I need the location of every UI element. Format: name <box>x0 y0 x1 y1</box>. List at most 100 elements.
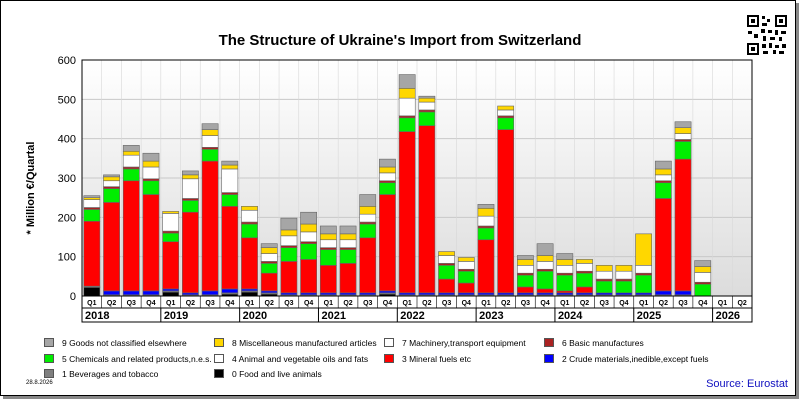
bar-segment-s0-c0 <box>83 287 101 297</box>
x-tick-label: Q4 <box>462 300 471 307</box>
bar-segment-s7-c6 <box>201 135 219 148</box>
bar-segment-s5-c17 <box>418 111 436 126</box>
x-tick-label: Q3 <box>284 300 293 307</box>
bar-segment-s9-c0 <box>83 195 101 198</box>
bar-segment-s5-c30 <box>674 141 692 160</box>
bar-segment-s8-c21 <box>497 105 515 111</box>
bar-segment-s3-c17 <box>418 125 436 294</box>
legend-swatch <box>44 338 54 347</box>
year-label: 2019 <box>164 310 188 322</box>
legend-swatch <box>544 354 554 363</box>
x-tick-label: Q3 <box>442 300 451 307</box>
bar-segment-s3-c8 <box>241 237 258 290</box>
bar-segment-s7-c18 <box>438 255 455 264</box>
legend-swatch <box>44 369 54 378</box>
bar-segment-s9-c2 <box>122 145 140 152</box>
year-label: 2025 <box>637 310 661 322</box>
bar-segment-s7-c30 <box>674 133 692 140</box>
x-tick-label: Q1 <box>481 300 490 307</box>
bar-segment-s8-c7 <box>221 164 239 170</box>
bar-segment-s3-c29 <box>654 198 672 292</box>
bar-segment-s7-c16 <box>398 97 416 117</box>
bar-segment-s7-c26 <box>595 270 613 280</box>
x-tick-label: Q1 <box>166 300 175 307</box>
bar-segment-s7-c1 <box>103 180 120 187</box>
bar-segment-s7-c0 <box>83 199 101 208</box>
bar-segment-s9-c11 <box>300 211 317 225</box>
bar-segment-s3-c1 <box>103 202 120 292</box>
bar-segment-s8-c28 <box>635 233 652 266</box>
bar-segment-s7-c28 <box>635 265 652 274</box>
bar-segment-s7-c23 <box>536 261 554 270</box>
bar-segment-s8-c20 <box>477 207 495 217</box>
legend-swatch <box>214 369 224 378</box>
legend-label: 1 Beverages and tobacco <box>62 369 159 379</box>
legend-swatch <box>544 338 554 347</box>
bar-segment-s7-c14 <box>359 213 377 223</box>
bar-segment-s8-c16 <box>398 88 416 99</box>
x-tick-label: Q4 <box>540 300 549 307</box>
x-tick-label: Q4 <box>619 300 628 307</box>
bar-segment-s5-c19 <box>457 270 475 284</box>
bar-segment-s8-c10 <box>280 229 298 237</box>
legend-label: 4 Animal and vegetable oils and fats <box>232 354 369 364</box>
legend-swatch <box>214 354 224 363</box>
x-tick-label: Q1 <box>324 300 333 307</box>
bar-segment-s8-c14 <box>359 206 377 215</box>
year-label: 2026 <box>716 310 740 322</box>
bar-segment-s5-c28 <box>635 274 652 294</box>
bar-segment-s7-c22 <box>517 265 534 274</box>
bar-segment-s9-c6 <box>201 123 219 130</box>
bar-segment-s3-c22 <box>517 286 534 294</box>
x-tick-label: Q4 <box>146 300 155 307</box>
y-tick-label: 500 <box>58 94 76 106</box>
bar-segment-s2-c30 <box>674 290 692 296</box>
bar-segment-s7-c12 <box>319 239 337 248</box>
x-tick-label: Q1 <box>245 300 254 307</box>
x-tick-label: Q2 <box>422 300 431 307</box>
x-tick-label: Q2 <box>501 300 510 307</box>
bar-segment-s9-c20 <box>477 204 495 209</box>
bar-segment-s7-c13 <box>339 239 357 248</box>
bar-segment-s3-c6 <box>201 160 219 292</box>
y-tick-label: 100 <box>58 252 76 264</box>
bar-segment-s7-c3 <box>142 166 160 180</box>
bar-segment-s3-c20 <box>477 239 495 294</box>
bar-segment-s3-c2 <box>122 180 140 292</box>
bar-segment-s5-c16 <box>398 117 416 132</box>
bar-segment-s7-c17 <box>418 101 436 111</box>
bar-segment-s3-c19 <box>457 282 475 294</box>
legend-swatch <box>384 354 394 363</box>
bar-segment-s3-c30 <box>674 158 692 292</box>
bar-segment-s2-c1 <box>103 290 120 296</box>
x-tick-label: Q2 <box>265 300 274 307</box>
qr-code-icon <box>746 14 788 56</box>
bar-segment-s8-c23 <box>536 255 554 262</box>
bar-segment-s0-c8 <box>241 291 258 297</box>
bar-segment-s8-c30 <box>674 127 692 134</box>
year-label: 2021 <box>321 310 345 322</box>
bar-segment-s5-c10 <box>280 247 298 262</box>
bar-segment-s9-c3 <box>142 152 160 162</box>
bar-segment-s3-c4 <box>162 241 180 290</box>
bar-segment-s9-c7 <box>221 160 239 166</box>
legend-label: 5 Chemicals and related products,n.e.s. <box>62 354 212 364</box>
bar-segment-s8-c25 <box>576 259 593 264</box>
bar-segment-s3-c25 <box>576 286 593 294</box>
bar-segment-s5-c29 <box>654 182 672 199</box>
bar-segment-s3-c11 <box>300 259 317 294</box>
bar-segment-s5-c7 <box>221 194 239 207</box>
bar-segment-s7-c29 <box>654 174 672 182</box>
x-tick-label: Q1 <box>87 300 96 307</box>
bar-segment-s5-c12 <box>319 249 337 266</box>
bar-segment-s9-c10 <box>280 217 298 231</box>
bar-segment-s9-c9 <box>260 243 278 248</box>
bar-segment-s7-c2 <box>122 154 140 168</box>
bar-segment-s8-c4 <box>162 211 180 214</box>
bar-segment-s7-c27 <box>615 270 633 280</box>
bar-segment-s5-c4 <box>162 232 180 243</box>
bar-segment-s5-c15 <box>379 182 396 195</box>
chart-title: The Structure of Ukraine's Import from S… <box>218 32 582 49</box>
bar-segment-s3-c12 <box>319 265 337 294</box>
bar-segment-s8-c19 <box>457 257 475 262</box>
